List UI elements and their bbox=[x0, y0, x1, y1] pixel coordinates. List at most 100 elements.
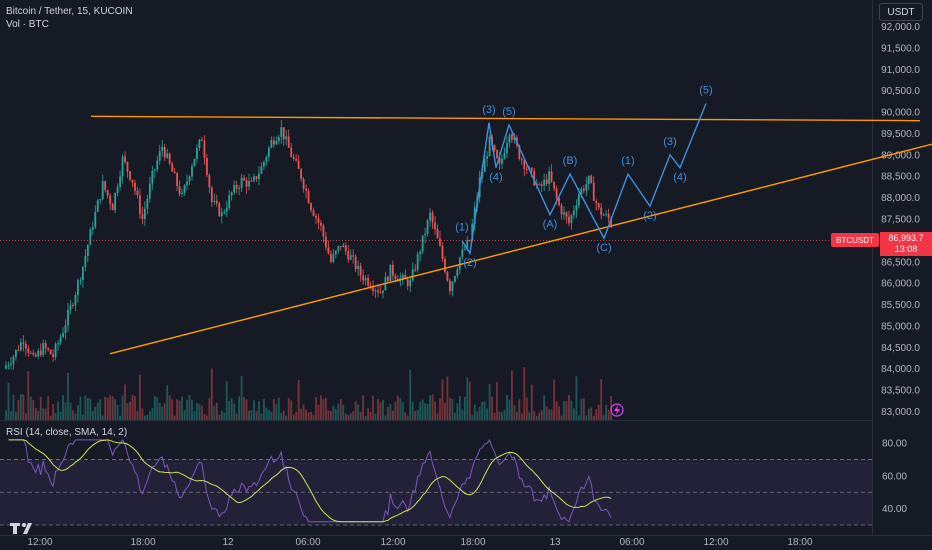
rsi-line bbox=[8, 438, 612, 523]
volume-bar bbox=[441, 379, 444, 420]
candle-body bbox=[322, 225, 325, 237]
candle-body bbox=[607, 213, 610, 219]
lightning-icon bbox=[614, 405, 620, 415]
volume-bar bbox=[511, 370, 513, 420]
candle-body bbox=[339, 246, 342, 248]
candle-body bbox=[461, 249, 464, 258]
volume-bar bbox=[59, 411, 62, 420]
volume-bar bbox=[235, 413, 238, 420]
candle-body bbox=[545, 179, 548, 184]
volume-bar bbox=[553, 379, 555, 420]
volume-bar bbox=[245, 399, 248, 420]
symbol-price-tag: BTCUSDT bbox=[831, 233, 879, 247]
candle-body bbox=[183, 185, 186, 194]
volume-bar bbox=[151, 407, 154, 420]
candle-body bbox=[265, 156, 268, 162]
currency-button[interactable]: USDT bbox=[879, 3, 923, 21]
time-tick-label: 12:00 bbox=[27, 537, 52, 548]
volume-bar bbox=[191, 399, 193, 420]
candle-body bbox=[404, 274, 407, 280]
candle-body bbox=[86, 245, 89, 256]
candle-body bbox=[131, 179, 134, 183]
candle-body bbox=[468, 240, 471, 242]
time-tick-label: 18:00 bbox=[460, 537, 485, 548]
volume-bar bbox=[486, 408, 489, 420]
volume-bar bbox=[203, 414, 206, 420]
candle-body bbox=[42, 343, 45, 356]
candle-body bbox=[17, 349, 20, 351]
rsi-ma-line bbox=[8, 439, 612, 523]
wave-label: (1) bbox=[455, 222, 468, 234]
volume-bar bbox=[573, 408, 575, 420]
candle-body bbox=[553, 181, 555, 189]
volume-bar bbox=[186, 399, 188, 420]
candle-body bbox=[255, 176, 258, 180]
volume-bar bbox=[32, 400, 35, 420]
volume-bar bbox=[520, 413, 523, 420]
volume-bar bbox=[468, 381, 471, 420]
volume-bar bbox=[357, 404, 360, 420]
volume-bar bbox=[587, 408, 590, 420]
volume-bar bbox=[134, 396, 136, 420]
candle-body bbox=[493, 145, 496, 151]
volume-bar bbox=[595, 409, 598, 420]
volume-bar bbox=[183, 410, 186, 420]
volume-bar bbox=[525, 397, 528, 420]
wave-label: (4) bbox=[673, 172, 686, 184]
candle-body bbox=[473, 207, 476, 224]
candle-body bbox=[124, 156, 126, 163]
price-tick-label: 88,000.0 bbox=[881, 193, 920, 204]
volume-bar bbox=[10, 411, 12, 420]
volume-bar bbox=[198, 403, 201, 420]
volume-bar bbox=[533, 411, 536, 420]
candle-body bbox=[52, 354, 55, 357]
candle-body bbox=[508, 134, 511, 143]
volume-bar bbox=[116, 404, 119, 420]
price-tick-label: 90,000.0 bbox=[881, 108, 920, 119]
volume-bar bbox=[282, 410, 285, 420]
volume-bar bbox=[322, 399, 325, 420]
candle-body bbox=[243, 177, 245, 181]
volume-bar bbox=[12, 394, 15, 420]
candle-body bbox=[444, 258, 446, 273]
volume-bar bbox=[513, 405, 516, 420]
wave-label: (3) bbox=[482, 104, 495, 116]
volume-bar bbox=[560, 415, 563, 420]
volume-bar bbox=[538, 412, 541, 420]
volume-bar bbox=[161, 406, 164, 420]
candle-body bbox=[377, 290, 379, 293]
candle-body bbox=[347, 251, 350, 260]
volume-bar bbox=[315, 397, 317, 420]
volume-bar bbox=[158, 402, 161, 420]
volume-bar bbox=[129, 402, 131, 420]
volume-bar bbox=[99, 399, 102, 420]
wave-label: (4) bbox=[489, 172, 502, 184]
volume-bar bbox=[339, 399, 342, 420]
candle-body bbox=[300, 168, 303, 180]
price-tick-label: 87,500.0 bbox=[881, 215, 920, 226]
candle-body bbox=[570, 215, 573, 224]
candle-body bbox=[431, 212, 434, 223]
volume-bar bbox=[44, 408, 47, 420]
volume-bar bbox=[57, 401, 59, 420]
volume-bar bbox=[290, 400, 293, 420]
candle-body bbox=[230, 192, 233, 196]
volume-bar bbox=[590, 407, 593, 420]
candle-body bbox=[446, 272, 449, 281]
price-tick-label: 84,000.0 bbox=[881, 364, 920, 375]
volume-bar bbox=[349, 413, 352, 420]
candle-body bbox=[29, 352, 32, 354]
time-tick-label: 12 bbox=[222, 537, 234, 548]
candle-body bbox=[310, 203, 312, 211]
candle-body bbox=[277, 136, 280, 142]
volume-bar bbox=[391, 410, 394, 420]
candle-body bbox=[240, 177, 243, 188]
volume-bar bbox=[233, 403, 236, 420]
volume-bar bbox=[143, 415, 146, 420]
price-tick-label: 85,500.0 bbox=[881, 300, 920, 311]
candle-body bbox=[121, 156, 124, 177]
volume-bar bbox=[141, 408, 144, 420]
price-tick-label: 92,000.0 bbox=[881, 22, 920, 33]
candle-body bbox=[260, 166, 263, 174]
candle-body bbox=[592, 182, 595, 201]
